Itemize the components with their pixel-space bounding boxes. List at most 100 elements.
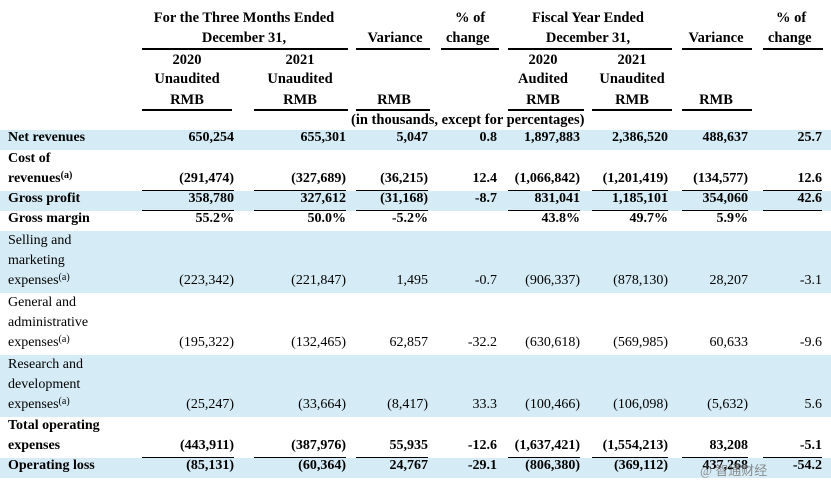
header-underline-pct-fy [763,48,823,50]
table-cell: -5.2% [391,211,428,226]
rule-2021-fy [592,109,672,111]
table-cell: (60,364) [298,458,346,473]
table-cell: 0.8 [479,130,498,145]
table-row: General and administrative expenses(a) (195… [0,293,831,355]
table-cell: (387,976) [291,438,346,453]
fiscal-year-heading-date: December 31, [545,30,631,46]
table-cell: -29.1 [467,458,497,473]
table-cell: (31,168) [380,191,428,206]
table-row: Cost of revenues(a) (291,474) (327,689) (36,… [0,150,831,191]
row-label-line: expenses(a) [8,396,70,412]
table-cell: (85,131) [186,458,234,473]
subtotal-rule [592,209,668,211]
row-label: Gross profit [8,189,80,209]
row-label: Gross margin [8,209,90,229]
table-row: Gross profit 358,780 327,612 (31,168) -8.7 83… [0,191,831,211]
table-cell: 1,897,883 [524,130,580,145]
header-underline-q [142,48,348,50]
subtotal-rule [763,456,822,458]
row-label-line: Net revenues [8,130,86,145]
table-row: Total operating expenses (443,911) (387,976… [0,417,831,458]
table-cell: (1,554,213) [602,438,668,453]
table-cell: (100,466) [525,397,580,412]
table-cell: 12.6 [797,171,823,186]
rule-var-q [356,109,430,111]
subtotal-rule [508,209,580,211]
subtotal-rule [682,456,748,458]
table-cell: -3.1 [799,273,822,288]
subtotal-rule [592,189,668,191]
status-2021-q: Unaudited [267,71,333,87]
table-cell: (132,465) [291,335,346,350]
row-label-line: Total operating [8,418,100,433]
pct-change-heading-q: change [446,30,490,46]
table-cell: 42.6 [797,191,823,206]
footnote-marker: (a) [58,272,70,283]
table-cell: 60,633 [709,335,749,350]
three-months-heading: For the Three Months Ended [153,10,335,26]
table-cell: 831,041 [534,191,581,206]
subtotal-rule [508,456,580,458]
table-cell: (327,689) [291,171,346,186]
table-cell: (1,637,421) [514,438,580,453]
subtotal-rule [254,209,346,211]
table-row: Net revenues 650,254 655,301 5,047 0.8 1,897,… [0,130,831,150]
table-cell: 83,208 [709,438,749,453]
table-cell: 1,495 [396,273,429,288]
row-label-line: General and [8,295,77,310]
table-cell: 55,935 [389,438,429,453]
table-cell: (33,664) [298,397,346,412]
table-row: Selling and marketing expenses(a) (223,342)… [0,231,831,293]
three-months-heading-date: December 31, [201,30,287,46]
table-cell: 12.4 [472,171,498,186]
subtotal-rule [682,189,748,191]
watermark: @ 智通财经 [700,463,768,478]
table-cell: -0.7 [474,273,497,288]
row-label-line: Operating loss [8,458,95,473]
currency-2020-fy: RMB [526,92,560,108]
table-cell: 28,207 [709,273,749,288]
table-cell: (106,098) [613,397,668,412]
table-cell: 43.8% [541,211,581,226]
row-label: Net revenues [8,128,85,148]
row-label-line: expenses(a) [8,272,70,288]
currency-2021-q: RMB [283,92,317,108]
row-label-line: marketing [8,253,65,268]
row-label-line: administrative [8,315,89,330]
status-2020-fy: Audited [518,71,568,87]
table-header: For the Three Months Ended December 31, … [0,0,831,130]
table-cell: (25,247) [186,397,234,412]
table-cell: (1,201,419) [602,171,668,186]
header-underline-var-fy [682,48,752,50]
variance-heading-fy: Variance [688,30,744,46]
table-cell: (134,577) [693,171,748,186]
table-cell: (806,380) [525,458,580,473]
currency-2020-q: RMB [170,92,204,108]
pct-change-heading-fy: change [768,30,812,46]
year-2021-q: 2021 [285,52,315,68]
table-row: Research and development expenses(a) (25,24… [0,355,831,417]
table-cell: (8,417) [387,397,428,412]
table-cell: 488,637 [702,130,749,145]
year-2020-fy: 2020 [528,52,558,68]
table-cell: (223,342) [179,273,234,288]
subtotal-rule [356,456,428,458]
table-cell: (878,130) [613,273,668,288]
table-cell: 5.9% [716,211,749,226]
row-label: Operating loss [8,456,95,476]
table-cell: 1,185,101 [612,191,668,206]
row-label-line: expenses(a) [8,334,70,350]
rule-2021-q [254,109,348,111]
currency-var-fy: RMB [699,92,733,108]
unit-note: (in thousands, except for percentages) [351,112,585,128]
subtotal-rule [592,456,668,458]
table-cell: (906,337) [525,273,580,288]
row-label-line: expenses [8,438,61,453]
subtotal-rule [763,209,822,211]
table-cell: (369,112) [613,458,668,473]
table-cell: 358,780 [188,191,235,206]
table-cell: 50.0% [307,211,347,226]
table-cell: 354,060 [702,191,749,206]
row-label: Selling and marketing expenses(a) [8,231,71,291]
rule-var-fy [682,109,752,111]
